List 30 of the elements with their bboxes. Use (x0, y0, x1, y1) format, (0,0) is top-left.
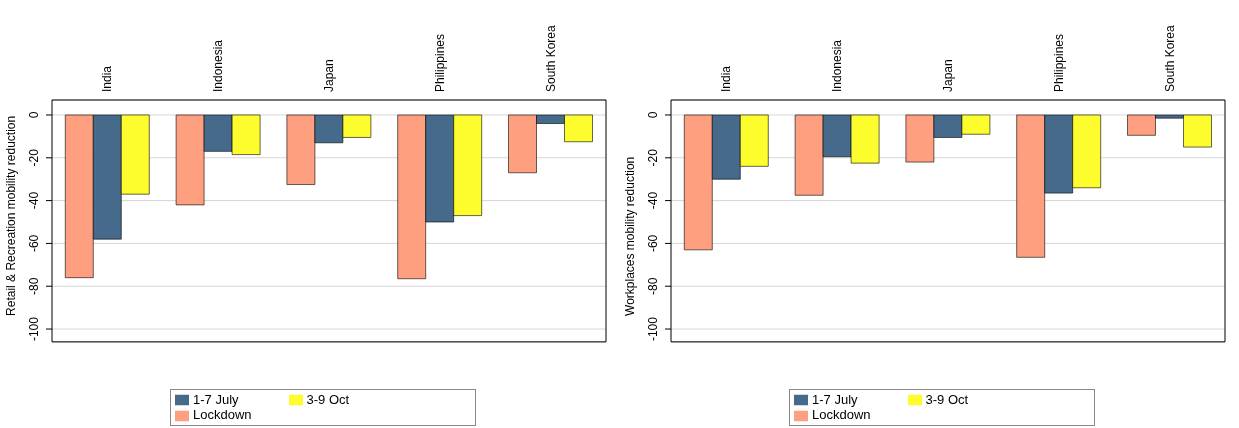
y-tick-label: -100 (646, 316, 660, 342)
y-tick-label: -40 (27, 191, 41, 210)
x-tick-label: India (100, 65, 115, 92)
y-axis-title: Retail & Recreation mobility reduction (4, 115, 19, 316)
y-tick-label: -20 (27, 148, 41, 167)
y-tick-label: 0 (646, 111, 660, 119)
x-tick-label: Indonesia (830, 39, 845, 92)
x-tick-label: South Korea (543, 24, 558, 92)
y-tick-label: -100 (27, 316, 41, 342)
y-tick-label: -60 (27, 234, 41, 253)
x-tick-label: India (719, 65, 734, 92)
legend-label: 3-9 Oct (306, 391, 350, 407)
y-tick-label: 0 (27, 111, 41, 119)
x-tick-label: South Korea (1162, 24, 1177, 92)
legend-label: Lockdown (812, 407, 871, 423)
legend-label: 1-7 July (812, 391, 858, 407)
x-tick-label: Philippines (432, 33, 447, 92)
y-tick-label: -20 (646, 148, 660, 167)
x-tick-label: Indonesia (211, 39, 226, 92)
y-tick-label: -60 (646, 234, 660, 253)
y-tick-label: -80 (646, 277, 660, 295)
y-tick-label: -80 (27, 277, 41, 295)
y-tick-label: -40 (646, 191, 660, 210)
legend-label: 1-7 July (193, 391, 239, 407)
legend-label: Lockdown (193, 407, 252, 423)
y-axis-title: Workplaces mobility reduction (623, 156, 638, 316)
x-tick-label: Philippines (1051, 33, 1066, 92)
x-tick-label: Japan (322, 59, 336, 92)
x-tick-label: Japan (941, 59, 955, 92)
legend-label: 3-9 Oct (925, 391, 969, 407)
